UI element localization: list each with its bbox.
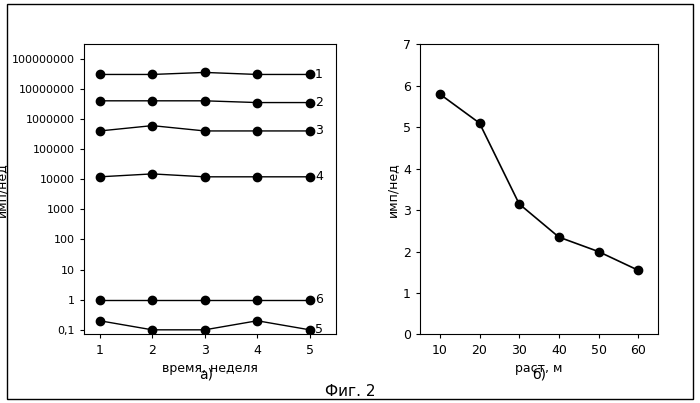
X-axis label: раст, м: раст, м: [515, 362, 563, 375]
Y-axis label: имп/нед: имп/нед: [386, 162, 399, 217]
Text: 5: 5: [315, 323, 323, 337]
Text: 1: 1: [315, 68, 323, 81]
Text: 6: 6: [315, 293, 323, 306]
Text: Фиг. 2: Фиг. 2: [325, 384, 375, 399]
Text: а): а): [199, 368, 213, 382]
Text: 4: 4: [315, 170, 323, 183]
Text: 2: 2: [315, 96, 323, 109]
Text: б): б): [532, 368, 546, 382]
Text: 3: 3: [315, 125, 323, 137]
Y-axis label: имп/нед: имп/нед: [0, 162, 8, 217]
X-axis label: время, неделя: время, неделя: [162, 362, 258, 375]
